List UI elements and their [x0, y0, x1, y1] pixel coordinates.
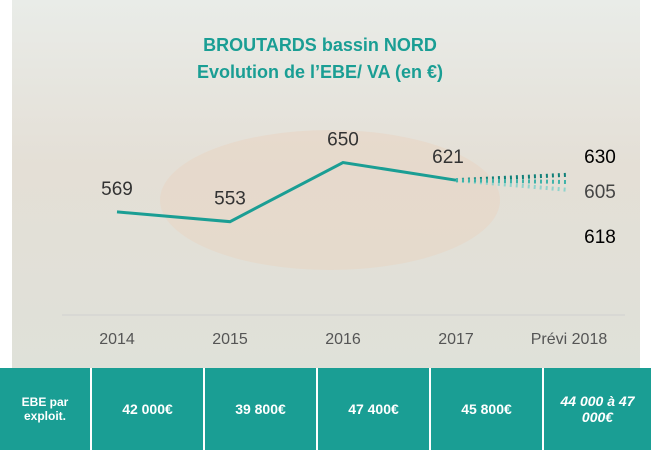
line — [116, 160, 457, 224]
data-label: 630 — [584, 147, 616, 168]
line — [455, 178, 570, 185]
x-tick-label: 2017 — [438, 331, 474, 348]
row-label: EBE par exploit. — [0, 368, 92, 450]
data-label: 650 — [327, 130, 359, 151]
data-label: 569 — [101, 179, 133, 200]
x-tick-label: Prévi 2018 — [531, 331, 608, 348]
data-label: 618 — [584, 227, 616, 248]
data-label: 621 — [432, 147, 464, 168]
x-tick-label: 2015 — [212, 331, 248, 348]
table-cell: 42 000€ — [92, 368, 205, 450]
x-tick-label: 2016 — [325, 331, 361, 348]
table: EBE par exploit. 42 000€ 39 800€ 47 400€ 45… — [0, 368, 651, 450]
photo-shape — [160, 130, 500, 270]
table-cell: 45 800€ — [431, 368, 544, 450]
chart: BROUTARDS bassin NORD Evolution de l’EBE… — [12, 0, 640, 368]
table-cell: 39 800€ — [205, 368, 318, 450]
table-cell: 47 400€ — [318, 368, 431, 450]
data-label: 605 — [584, 182, 616, 203]
x-tick-label: 2014 — [99, 331, 135, 348]
chart-title: BROUTARDS bassin NORD — [203, 35, 437, 55]
chart-subtitle: Evolution de l’EBE/ VA (en €) — [197, 62, 443, 82]
table-cell: 44 000 à 47 000€ — [544, 368, 651, 450]
data-label: 553 — [214, 189, 246, 210]
